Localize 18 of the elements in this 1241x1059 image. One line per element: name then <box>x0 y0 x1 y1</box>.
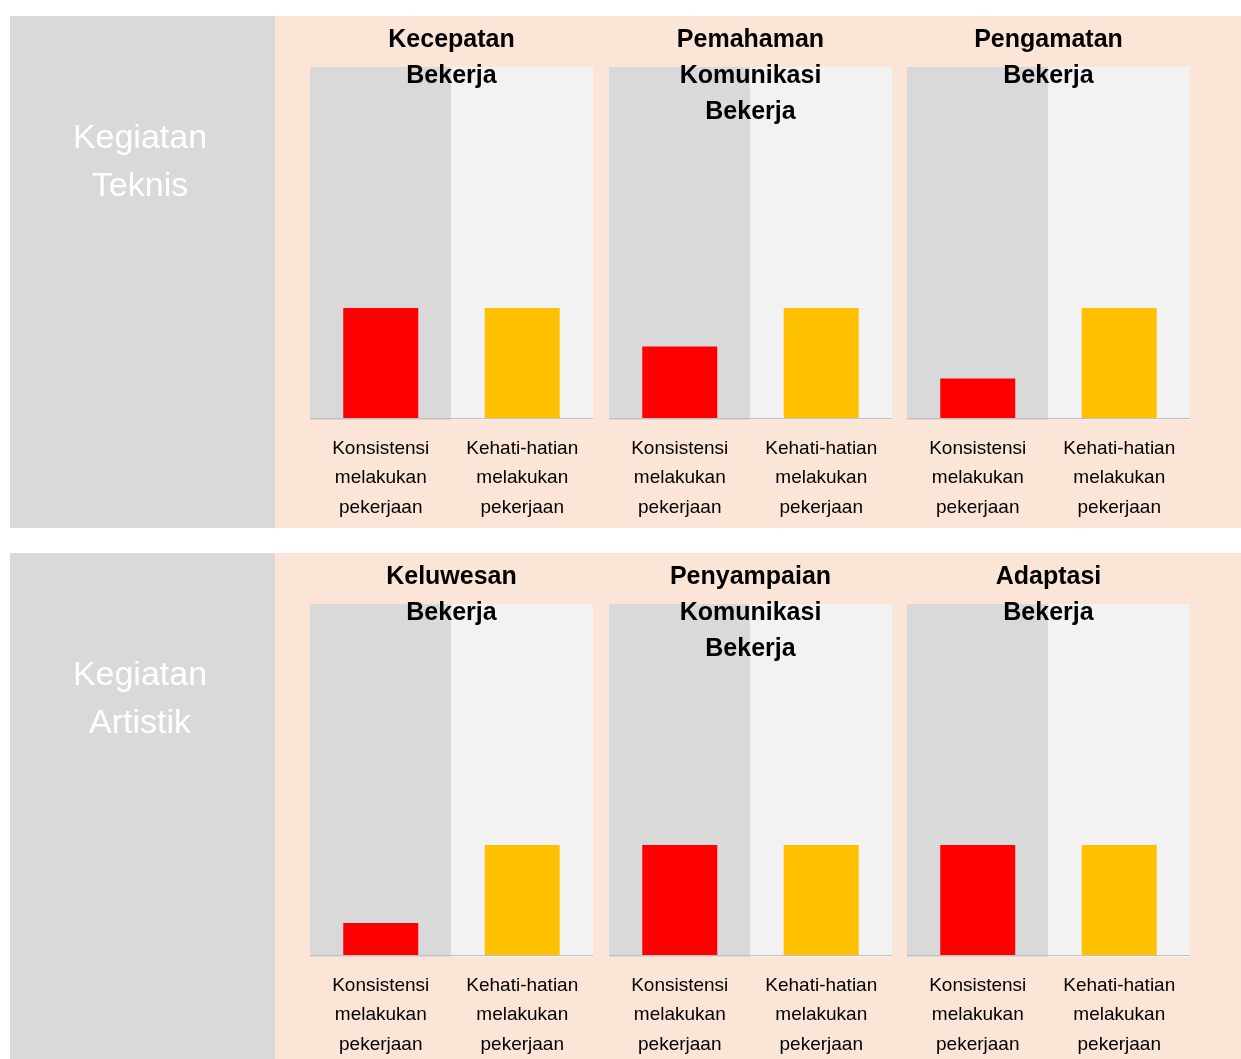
x-tick-label: Kehati-hatian melakukan pekerjaan <box>1063 973 1176 1054</box>
x-tick-label: Konsistensi melakukan pekerjaan <box>631 436 729 517</box>
x-tick-label: Konsistensi melakukan pekerjaan <box>332 973 430 1054</box>
x-tick-label: Kehati-hatian melakukan pekerjaan <box>466 973 579 1054</box>
x-tick-label: Konsistensi melakukan pekerjaan <box>631 973 729 1054</box>
x-tick-label: Kehati-hatian melakukan pekerjaan <box>1063 436 1176 517</box>
x-tick-label: Kehati-hatian melakukan pekerjaan <box>466 436 579 517</box>
chart-title: Penyampaian Komunikasi Bekerja <box>668 560 833 663</box>
x-tick-label: Konsistensi melakukan pekerjaan <box>929 436 1027 517</box>
chart-title: Kecepatan Bekerja <box>387 23 516 90</box>
chart-title: Keluwesan Bekerja <box>385 560 518 627</box>
x-tick-label: Kehati-hatian melakukan pekerjaan <box>765 436 878 517</box>
x-tick-label: Konsistensi melakukan pekerjaan <box>929 973 1027 1054</box>
chart-title: Adaptasi Bekerja <box>994 560 1103 627</box>
x-tick-label: Kehati-hatian melakukan pekerjaan <box>765 973 878 1054</box>
chart-title: Pengamatan Bekerja <box>973 23 1124 90</box>
chart-title: Pemahaman Komunikasi Bekerja <box>675 23 826 126</box>
x-tick-label: Konsistensi melakukan pekerjaan <box>332 436 430 517</box>
